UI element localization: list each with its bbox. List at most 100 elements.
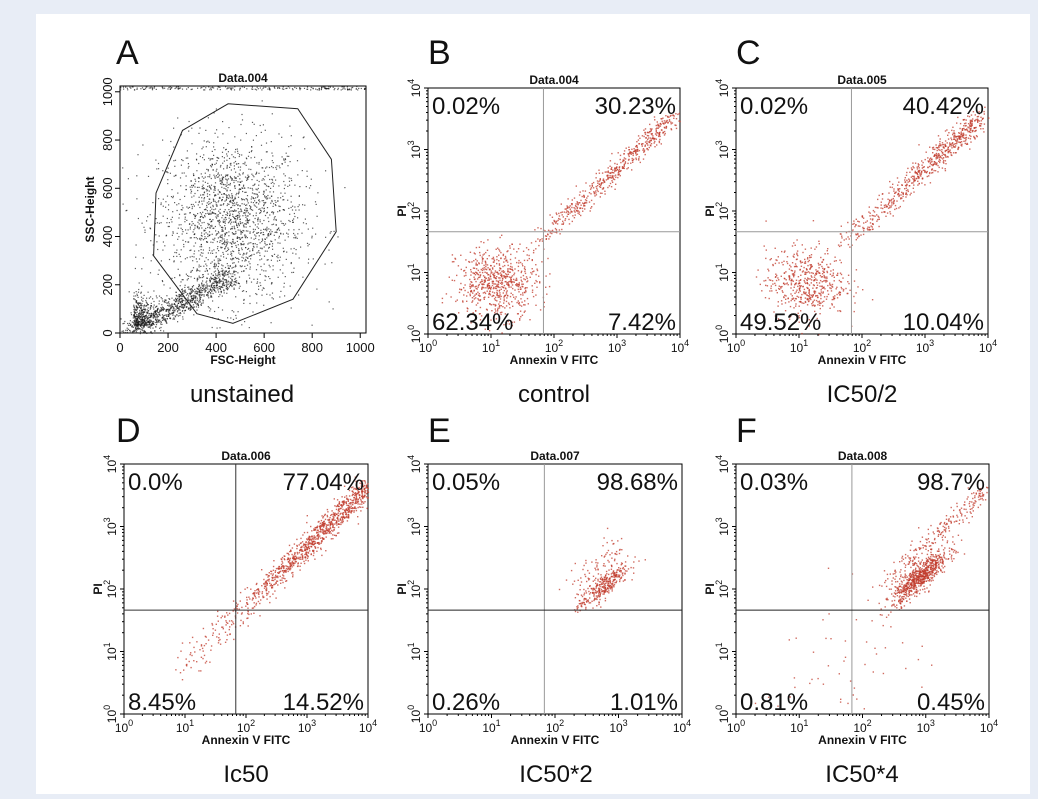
- data-point: [256, 283, 257, 284]
- data-point: [203, 266, 204, 267]
- data-point: [150, 240, 151, 241]
- data-point: [232, 246, 233, 247]
- data-point: [284, 193, 285, 194]
- data-point: [235, 178, 236, 179]
- data-point: [146, 317, 147, 318]
- data-point: [125, 330, 126, 331]
- data-point: [273, 203, 274, 204]
- data-point: [243, 186, 244, 187]
- data-point: [280, 269, 281, 270]
- data-point: [636, 154, 637, 155]
- data-point: [261, 89, 262, 90]
- data-point: [627, 163, 628, 164]
- data-point: [836, 260, 837, 261]
- data-point: [507, 270, 508, 271]
- data-point: [206, 232, 207, 233]
- data-point: [312, 236, 313, 237]
- data-point: [187, 150, 188, 151]
- data-point: [802, 286, 803, 287]
- data-point: [203, 200, 204, 201]
- data-point: [656, 127, 657, 128]
- data-point: [134, 320, 135, 321]
- data-point: [818, 267, 819, 268]
- data-point: [826, 299, 827, 300]
- data-point: [470, 269, 471, 270]
- data-point: [199, 295, 200, 296]
- data-point: [658, 136, 659, 137]
- data-point: [199, 207, 200, 208]
- data-point: [208, 170, 209, 171]
- data-point: [196, 288, 197, 289]
- data-point: [785, 295, 786, 296]
- quadrant-upper-right: 30.23%: [595, 93, 676, 120]
- data-point: [177, 210, 178, 211]
- quadrant-upper-left: 0.02%: [432, 93, 500, 120]
- data-point: [527, 278, 528, 279]
- data-point: [523, 278, 524, 279]
- data-point: [240, 124, 241, 125]
- data-point: [204, 216, 205, 217]
- data-point: [661, 129, 662, 130]
- data-point: [764, 245, 765, 246]
- data-point: [186, 185, 187, 186]
- data-point: [497, 290, 498, 291]
- data-point: [811, 277, 812, 278]
- data-point: [617, 164, 618, 165]
- data-point: [260, 125, 261, 126]
- data-point: [480, 307, 481, 308]
- data-point: [208, 86, 209, 87]
- data-point: [638, 135, 639, 136]
- data-point: [184, 196, 185, 197]
- data-point: [200, 156, 201, 157]
- data-point: [269, 167, 270, 168]
- data-point: [235, 157, 236, 158]
- data-point: [186, 295, 187, 296]
- data-point: [265, 276, 266, 277]
- data-point: [776, 275, 777, 276]
- data-point: [157, 315, 158, 316]
- data-point: [201, 290, 202, 291]
- data-point: [524, 312, 525, 313]
- data-point: [807, 280, 808, 281]
- data-point: [217, 241, 218, 242]
- data-point: [256, 172, 257, 173]
- data-point: [257, 197, 258, 198]
- data-point: [272, 211, 273, 212]
- data-point: [137, 332, 138, 333]
- data-point: [547, 234, 548, 235]
- data-point: [195, 300, 196, 301]
- data-point: [254, 157, 255, 158]
- data-point: [771, 285, 772, 286]
- data-point: [178, 236, 179, 237]
- data-point: [614, 189, 615, 190]
- data-point: [793, 257, 794, 258]
- data-point: [302, 277, 303, 278]
- data-point: [171, 87, 172, 88]
- data-point: [161, 304, 162, 305]
- data-point: [306, 223, 307, 224]
- data-point: [513, 297, 514, 298]
- data-point: [512, 288, 513, 289]
- data-point: [232, 258, 233, 259]
- data-point: [299, 88, 300, 89]
- data-point: [163, 206, 164, 207]
- data-point: [263, 208, 264, 209]
- data-point: [210, 207, 211, 208]
- data-point: [176, 252, 177, 253]
- data-point: [263, 87, 264, 88]
- data-point: [636, 141, 637, 142]
- data-point: [511, 279, 512, 280]
- data-point: [178, 203, 179, 204]
- data-point: [189, 224, 190, 225]
- data-point: [809, 284, 810, 285]
- data-point: [654, 142, 655, 143]
- data-point: [176, 292, 177, 293]
- data-point: [230, 163, 231, 164]
- data-point: [211, 283, 212, 284]
- data-point: [830, 270, 831, 271]
- data-point: [533, 250, 534, 251]
- data-point: [540, 309, 541, 310]
- data-point: [499, 305, 500, 306]
- data-point: [595, 177, 596, 178]
- data-point: [269, 88, 270, 89]
